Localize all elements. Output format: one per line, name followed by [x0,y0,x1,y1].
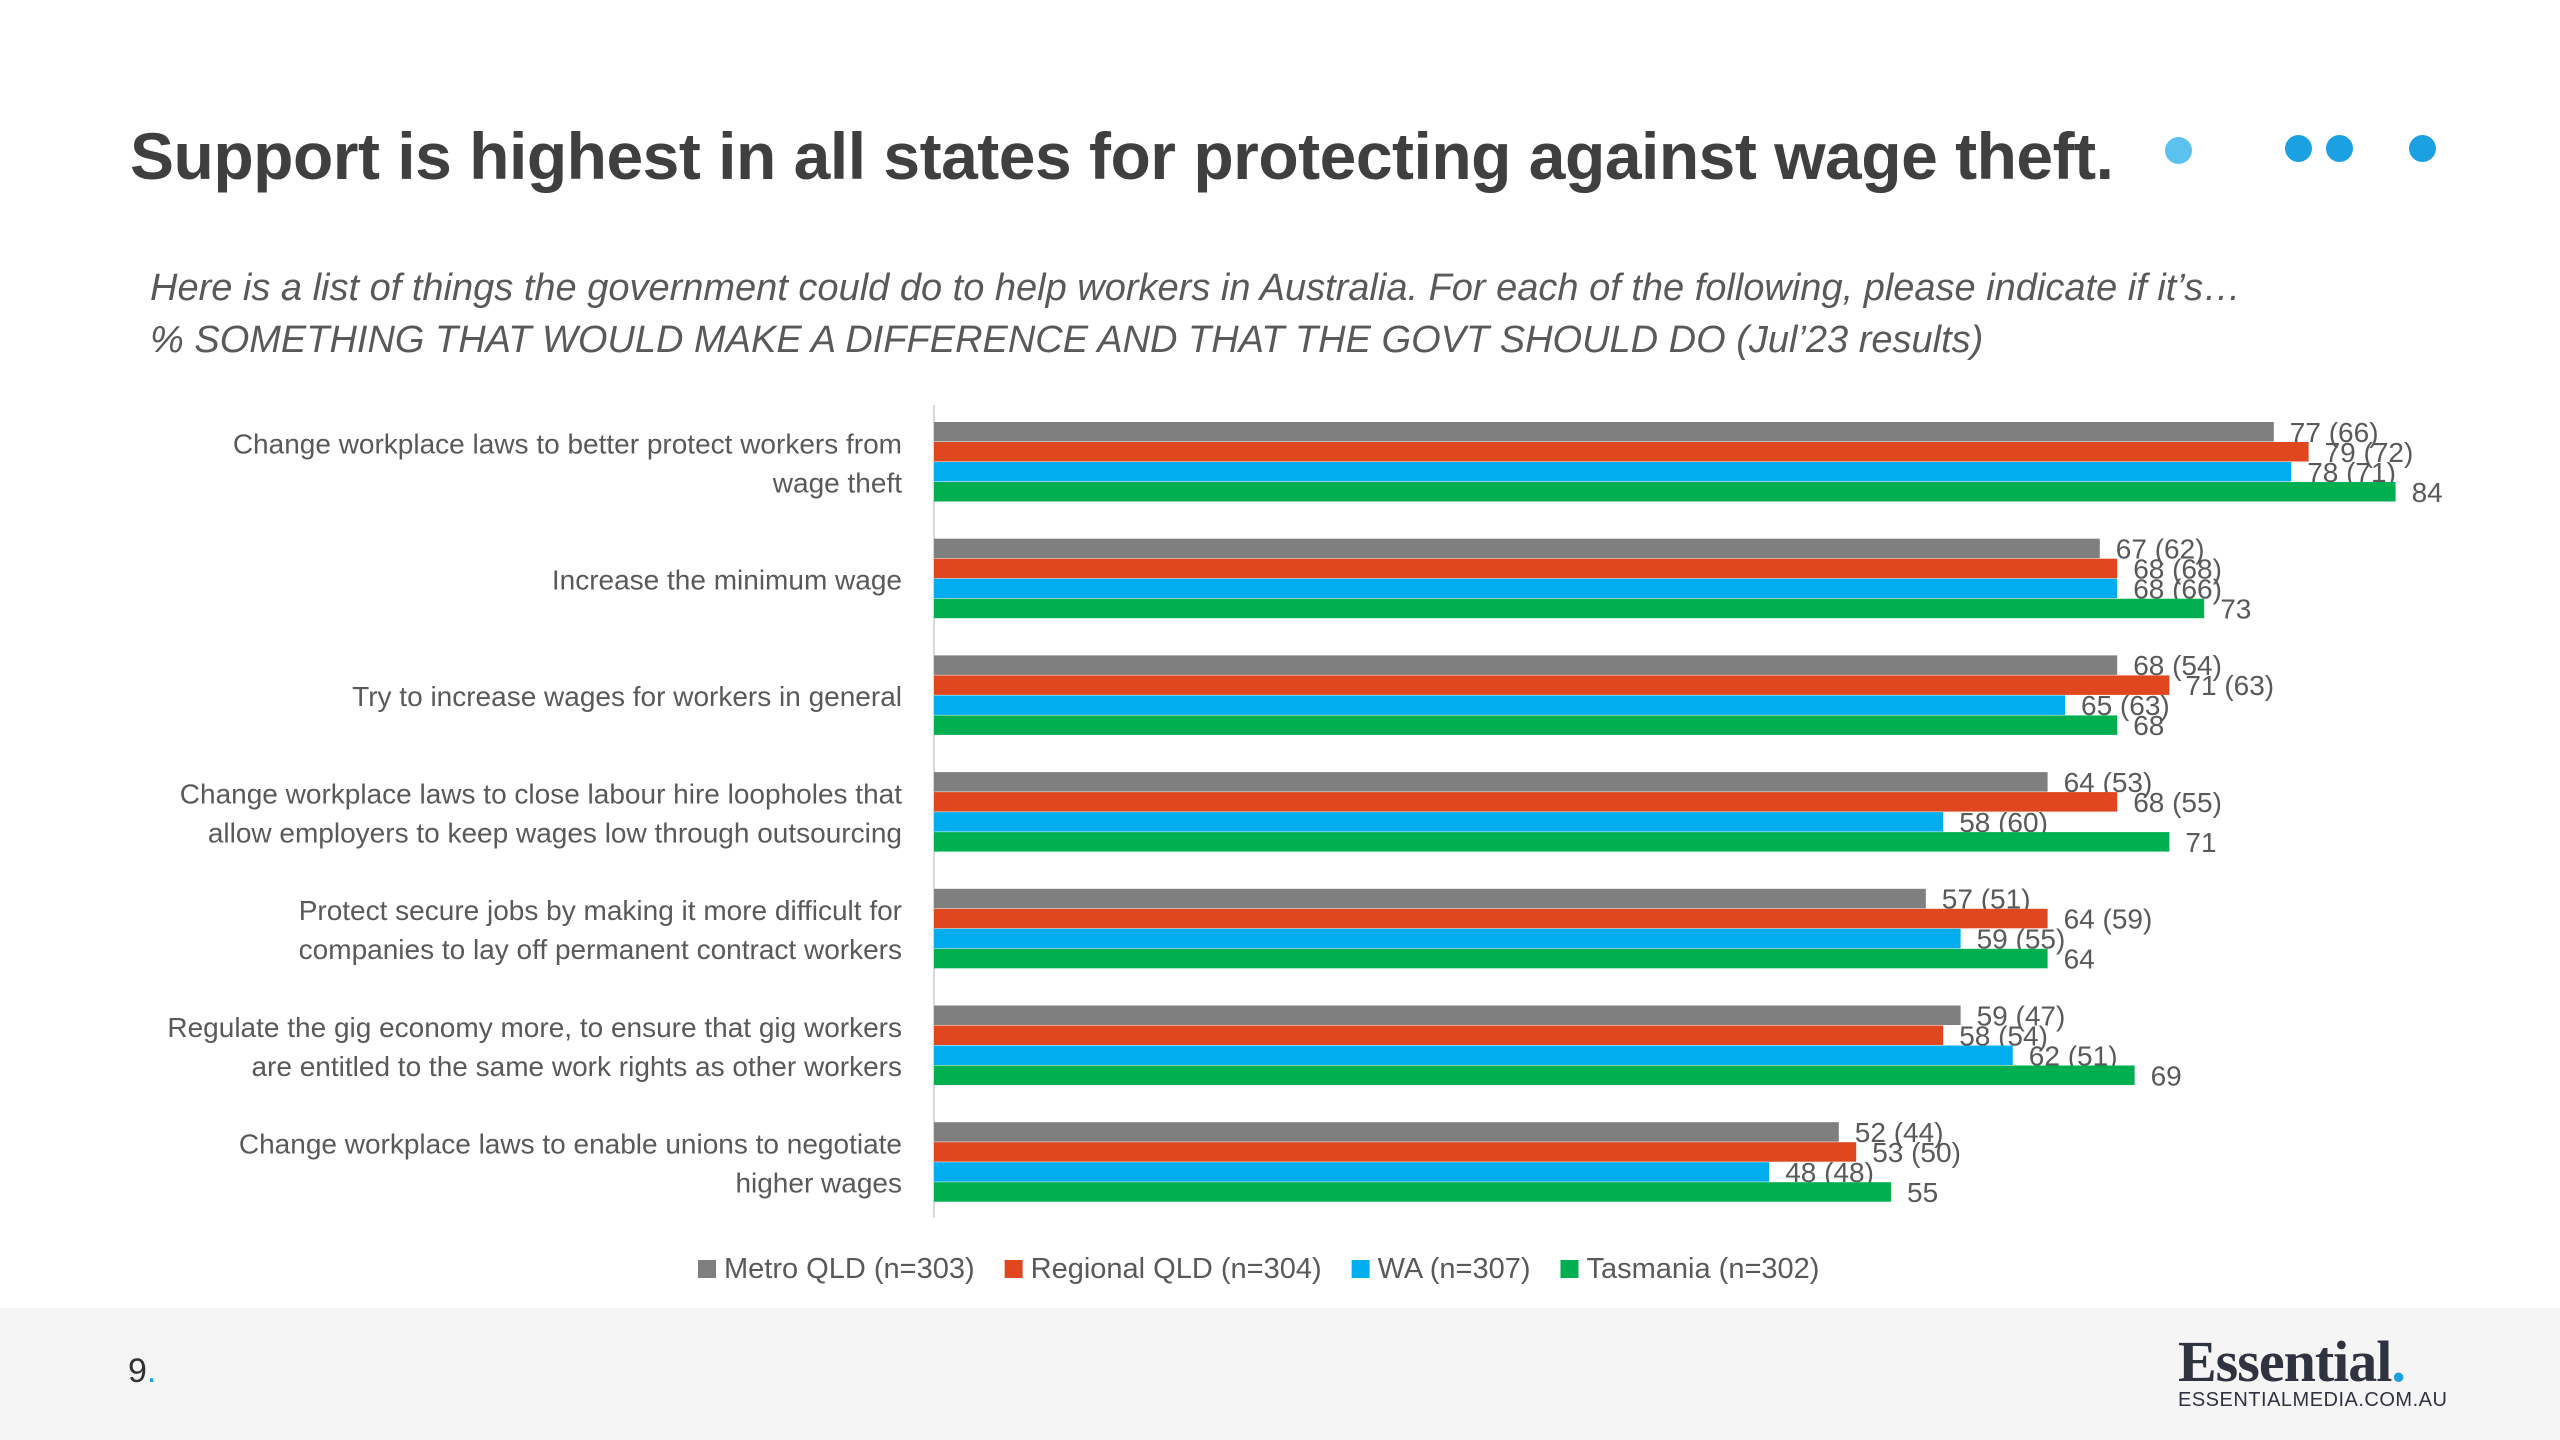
data-label: 71 (63) [2185,670,2274,701]
bar [934,558,2118,579]
bar [934,715,2118,735]
legend-label: Regional QLD (n=304) [1031,1253,1322,1285]
data-label: 68 (55) [2133,787,2222,818]
bar [934,928,1961,949]
page-number: 9. [128,1352,156,1391]
bar [934,1122,1839,1142]
subtitle-measure: % SOMETHING THAT WOULD MAKE A DIFFERENCE… [150,319,1984,361]
data-label: 59 (47) [1977,1000,2066,1031]
bar [934,422,2274,442]
bar [934,578,2118,599]
bar [934,812,1944,832]
dot-icon [2165,137,2192,164]
slide-title: Support is highest in all states for pro… [130,119,2114,193]
bar [934,1142,1857,1162]
data-label: 55 [1907,1177,1938,1208]
bar [934,1182,1891,1202]
bar [934,598,2205,619]
brand-name: Essential [2178,1329,2392,1394]
data-label: 53 (50) [1872,1137,1961,1168]
category-label: Increase the minimum wage [552,564,902,595]
bar [934,888,1926,909]
page-number-dot: . [146,1352,157,1390]
data-label: 73 [2220,593,2251,624]
brand-url: ESSENTIALMEDIA.COM.AU [2178,1389,2448,1411]
legend-label: Metro QLD (n=303) [724,1253,975,1285]
data-label: 64 [2064,944,2095,975]
brand-logo: Essential. [2178,1328,2406,1395]
bar [934,1162,1770,1182]
bar [934,908,2048,929]
data-label: 52 (44) [1855,1117,1944,1148]
bar [934,675,2170,695]
bar [934,792,2118,812]
legend-swatch [1004,1260,1023,1278]
data-label: 71 [2185,827,2216,858]
data-label: 64 (59) [2064,904,2153,935]
page-number-value: 9 [128,1352,147,1390]
dot-icon [2326,135,2353,162]
bar [934,1025,1944,1045]
dot-icon [2409,135,2436,162]
bar [934,1005,1961,1025]
bar [934,482,2396,502]
bar [934,538,2100,559]
bar-chart: Change workplace laws to better protect … [167,405,2443,1285]
data-label: 68 [2133,710,2164,741]
category-label: allow employers to keep wages low throug… [208,817,902,848]
bar [934,462,2292,482]
category-label: companies to lay off permanent contract … [299,934,902,965]
slide-subtitle: Here is a list of things the government … [150,262,2241,366]
category-label: Change workplace laws to close labour hi… [180,778,902,809]
category-label: are entitled to the same work rights as … [251,1051,902,1082]
bar [934,1045,2013,1065]
bar [934,655,2118,675]
category-label: Change workplace laws to enable unions t… [239,1128,902,1159]
subtitle-question: Here is a list of things the government … [150,267,2242,309]
bar [934,442,2309,462]
data-label: 67 (62) [2116,533,2205,564]
data-label: 68 (68) [2133,553,2222,584]
category-label: higher wages [735,1167,902,1198]
data-label: 79 (72) [2325,437,2414,468]
bar [934,832,2170,852]
category-label: Regulate the gig economy more, to ensure… [167,1012,902,1043]
bar [934,772,2048,792]
legend-label: WA (n=307) [1378,1253,1531,1285]
legend-swatch [698,1260,716,1278]
legend-swatch [1560,1260,1579,1278]
category-label: Change workplace laws to better protect … [233,428,902,459]
bar [934,1065,2135,1085]
category-label: wage theft [772,467,902,498]
bar [934,695,2065,715]
legend-swatch [1351,1260,1370,1278]
category-label: Try to increase wages for workers in gen… [352,681,902,712]
category-label: Protect secure jobs by making it more di… [299,895,902,926]
brand-dot: . [2391,1329,2405,1394]
footer-bar [0,1308,2560,1440]
decorative-dots [2155,135,2455,165]
data-label: 84 [2412,477,2443,508]
legend-label: Tasmania (n=302) [1586,1253,1819,1285]
dot-icon [2285,135,2312,162]
data-label: 69 [2151,1060,2182,1091]
bar [934,948,2048,969]
